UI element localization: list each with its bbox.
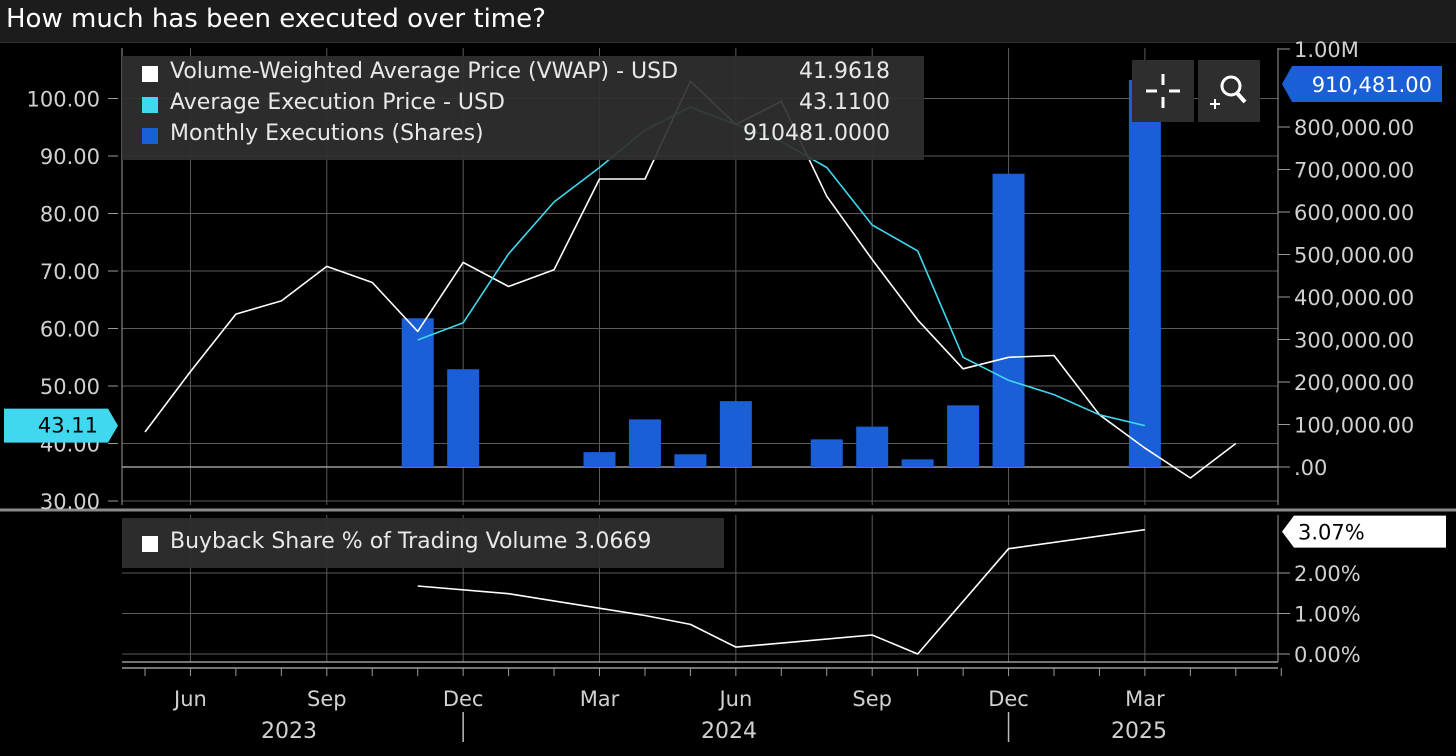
bar-monthly-executions — [901, 459, 934, 467]
bar-monthly-executions — [1128, 80, 1161, 467]
y-right-tick-label: 1.00M — [1294, 38, 1359, 62]
y-left-tick-label: 70.00 — [40, 260, 100, 284]
bar-monthly-executions — [810, 439, 843, 467]
y-right-tick-label: 400,000.00 — [1294, 286, 1414, 310]
x-tick-label: Sep — [852, 687, 892, 711]
x-tick-label: Mar — [1125, 687, 1165, 711]
y-right-tick-label: 1.00% — [1294, 603, 1361, 627]
bar-monthly-executions — [674, 454, 707, 467]
bar-monthly-executions — [447, 369, 480, 467]
x-tick-label: Mar — [580, 687, 620, 711]
y-left-tick-label: 60.00 — [40, 318, 100, 342]
crosshair-button[interactable] — [1132, 60, 1194, 122]
bar-monthly-executions — [856, 426, 889, 467]
page-title: How much has been executed over time? — [6, 4, 546, 34]
legend-swatch-vwap — [142, 66, 158, 82]
y-left-tick-label: 80.00 — [40, 203, 100, 227]
legend-item-avg-exec[interactable]: Average Execution Price - USD 43.1100 — [122, 90, 924, 118]
legend-swatch-avg-exec — [142, 97, 158, 113]
top-legend: Volume-Weighted Average Price (VWAP) - U… — [122, 56, 924, 160]
crosshair-icon — [1146, 74, 1180, 108]
x-year-label: 2024 — [701, 719, 757, 744]
legend-label: Monthly Executions (Shares) — [170, 121, 484, 146]
x-tick-label: Jun — [717, 687, 752, 711]
y-right-tick-label: 100,000.00 — [1294, 414, 1414, 438]
zoom-in-icon — [1210, 75, 1247, 109]
flag-average-execution — [4, 408, 118, 443]
y-right-tick-label: 700,000.00 — [1294, 159, 1414, 183]
legend-value: 43.1100 — [799, 90, 890, 115]
x-tick-label: Jun — [172, 687, 207, 711]
flag-buyback-label: 3.07% — [1298, 521, 1365, 545]
x-tick-label: Sep — [307, 687, 347, 711]
y-right-tick-label: .00 — [1294, 456, 1327, 480]
bar-monthly-executions — [719, 401, 752, 467]
legend-swatch-buyback — [142, 536, 158, 552]
x-year-label: 2023 — [261, 719, 317, 744]
legend-label: Buyback Share % of Trading Volume 3.0669 — [170, 529, 652, 554]
bar-monthly-executions — [628, 419, 661, 467]
legend-swatch-executions — [142, 128, 158, 144]
bar-monthly-executions — [583, 452, 616, 467]
bar-monthly-executions — [401, 318, 434, 467]
line-buyback-share — [417, 528, 1146, 655]
y-right-tick-label: 500,000.00 — [1294, 244, 1414, 268]
legend-value: 910481.0000 — [743, 121, 890, 146]
flag-executions-label: 910,481.00 — [1312, 73, 1432, 97]
legend-item-executions[interactable]: Monthly Executions (Shares) 910481.0000 — [122, 121, 924, 149]
bottom-legend: Buyback Share % of Trading Volume 3.0669 — [122, 518, 724, 568]
legend-label: Average Execution Price - USD — [170, 90, 505, 115]
y-right-tick-label: 2.00% — [1294, 562, 1361, 586]
legend-item-vwap[interactable]: Volume-Weighted Average Price (VWAP) - U… — [122, 59, 924, 87]
y-right-tick-label: 200,000.00 — [1294, 371, 1414, 395]
y-left-tick-label: 100.00 — [27, 88, 100, 112]
bar-monthly-executions — [992, 173, 1025, 467]
y-left-tick-label: 50.00 — [40, 375, 100, 399]
y-right-tick-label: 0.00% — [1294, 643, 1361, 667]
flag-buyback — [1282, 515, 1446, 548]
legend-label: Volume-Weighted Average Price (VWAP) - U… — [170, 59, 679, 84]
y-right-tick-label: 600,000.00 — [1294, 201, 1414, 225]
y-right-tick-label: 800,000.00 — [1294, 116, 1414, 140]
zoom-button[interactable] — [1198, 60, 1260, 122]
bar-monthly-executions — [947, 405, 980, 467]
flag-executions — [1282, 66, 1442, 102]
y-left-tick-label: 30.00 — [40, 490, 100, 514]
legend-item-buyback[interactable]: Buyback Share % of Trading Volume 3.0669 — [122, 529, 724, 557]
legend-value: 41.9618 — [799, 59, 890, 84]
flag-average-execution-label: 43.11 — [38, 414, 98, 438]
y-left-tick-label: 90.00 — [40, 145, 100, 169]
y-right-tick-label: 300,000.00 — [1294, 329, 1414, 353]
x-year-label: 2025 — [1111, 719, 1167, 744]
title-bar: How much has been executed over time? — [0, 0, 1456, 43]
x-tick-label: Dec — [443, 687, 484, 711]
x-tick-label: Dec — [988, 687, 1029, 711]
